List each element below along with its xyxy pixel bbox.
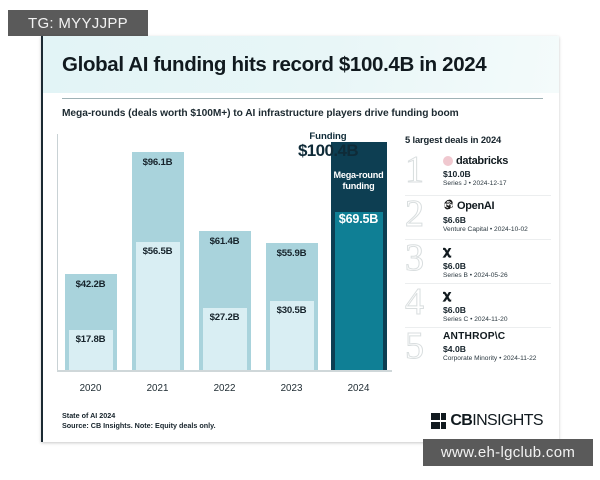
x-axis-label-2023: 2023 [280,383,303,394]
source-block: State of AI 2024 Source: CB Insights. No… [62,411,216,430]
bar-total-label-2020: $42.2B [75,279,106,291]
xai-logo-icon: 𝛘 [443,287,451,302]
page-subtitle: Mega-rounds (deals worth $100M+) to AI i… [62,108,459,119]
deal-rank: 2 [405,193,425,236]
callout-value: $100.4B [297,141,359,160]
funding-callout: Funding $100.4B [273,131,383,161]
header-band: Global AI funding hits record $100.4B in… [43,36,559,93]
bar-mega-2024: $69.5B [334,212,383,370]
bar-total-2022: $61.4B $27.2B [198,230,251,370]
deal-company-name: databricks [443,155,551,167]
deal-company-label: OpenAI [457,200,495,212]
cb-logo-mark-icon [430,413,447,429]
deal-meta: Venture Capital • 2024-10-02 [443,226,528,233]
bar-column-2024: Mega-round funding $69.5B [325,142,392,370]
bar-mega-2022: $27.2B [202,308,247,370]
deal-row[interactable]: 1 databricks $10.0B Series J • 2024-12-17 [405,149,551,196]
x-axis-label-2024: 2024 [347,383,370,394]
deal-body: ANTHROP\C $4.0B Corporate Minority • 2024-… [443,331,551,362]
deal-row[interactable]: 2 OpenAI $6.6B Venture Capital • 2024-10-02 [405,193,551,240]
y-axis-line [57,134,58,372]
deal-rank: 1 [405,149,425,192]
bar-mega-label-2024: $69.5B [338,212,379,227]
deal-meta: Corporate Minority • 2024-11-22 [443,355,537,362]
deal-row[interactable]: 3 𝛘 $6.0B Series B • 2024-05-26 [405,237,551,284]
bar-total-2024: Mega-round funding $69.5B [330,142,387,370]
deal-meta: Series J • 2024-12-17 [443,180,507,187]
cb-logo-text: CBINSIGHTS [450,412,543,430]
watermark-top-left: TG: MYYJJPP [8,10,148,36]
deal-rank: 4 [405,281,425,324]
deal-rank: 5 [405,325,425,368]
bar-column-2023: $55.9B $30.5B [258,142,325,370]
deal-body: 𝛘 $6.0B Series B • 2024-05-26 [443,243,551,279]
x-axis-labels: 2020 2021 2022 2023 2024 [57,383,392,394]
title-divider [62,98,543,99]
bar-total-label-2023: $55.9B [276,248,307,260]
deal-body: databricks $10.0B Series J • 2024-12-17 [443,155,551,187]
x-axis-label-2020: 2020 [79,383,102,394]
cb-logo-light: INSIGHTS [472,412,543,429]
deal-rank: 3 [405,237,425,280]
deal-amount: $6.6B [443,215,466,225]
cb-insights-logo: CBINSIGHTS [430,412,544,430]
bar-total-2020: $42.2B $17.8B [64,274,117,370]
x-axis-line [57,370,392,372]
deal-company-name: 𝛘 [443,243,551,259]
deal-amount: $6.0B [443,261,466,271]
bar-column-2020: $42.2B $17.8B [57,142,124,370]
bar-mega-label-2023: $30.5B [276,304,307,316]
bar-total-label-2024: Mega-round funding [333,170,384,191]
source-title: State of AI 2024 [62,411,116,420]
bar-total-label-2021: $96.1B [142,156,173,168]
deal-meta: Series B • 2024-05-26 [443,272,508,279]
bar-mega-2020: $17.8B [68,329,113,370]
bar-mega-2023: $30.5B [269,300,314,370]
infographic-card: Global AI funding hits record $100.4B in… [41,36,559,442]
watermark-bottom-right: www.eh-lgclub.com [423,439,593,466]
footer: State of AI 2024 Source: CB Insights. No… [62,411,544,430]
bar-total-2023: $55.9B $30.5B [265,243,318,370]
bar-mega-label-2020: $17.8B [75,333,106,345]
xai-logo-icon: 𝛘 [443,243,451,258]
databricks-logo-icon [443,156,453,166]
deal-amount: $6.0B [443,305,466,315]
source-note: Source: CB Insights. Note: Equity deals … [62,421,216,430]
page-title: Global AI funding hits record $100.4B in… [62,52,487,76]
largest-deals-panel: 5 largest deals in 2024 1 databricks $10.0… [405,134,551,372]
bar-mega-label-2021: $56.5B [142,245,173,257]
deal-company-name: 𝛘 [443,287,551,303]
cb-logo-bold: CB [450,412,473,429]
bar-column-2021: $96.1B $56.5B [124,142,191,370]
deal-row[interactable]: 5 ANTHROP\C $4.0B Corporate Minority • 2024… [405,325,551,372]
deal-row[interactable]: 4 𝛘 $6.0B Series C • 2024-11-20 [405,281,551,328]
callout-label: Funding [309,131,347,142]
bar-total-label-2022: $61.4B [209,235,240,247]
bar-group: $42.2B $17.8B $96.1B $56.5B $61.4B $27.2B $55.… [57,142,392,370]
deal-body: 𝛘 $6.0B Series C • 2024-11-20 [443,287,551,323]
deal-company-name: OpenAI [443,199,551,213]
bar-total-2021: $96.1B $56.5B [131,151,184,370]
bar-mega-2021: $56.5B [135,241,180,370]
deal-amount: $4.0B [443,344,466,354]
deal-company-label: databricks [456,155,509,167]
x-axis-label-2022: 2022 [213,383,236,394]
deal-amount: $10.0B [443,169,471,179]
x-axis-label-2021: 2021 [146,383,169,394]
deal-meta: Series C • 2024-11-20 [443,316,508,323]
deal-body: OpenAI $6.6B Venture Capital • 2024-10-02 [443,199,551,233]
openai-logo-icon [443,199,454,213]
deals-panel-title: 5 largest deals in 2024 [405,134,502,145]
deal-company-label: ANTHROP\C [443,331,506,342]
deal-company-name: ANTHROP\C [443,331,551,342]
deals-list: 1 databricks $10.0B Series J • 2024-12-17 2 O… [405,149,551,372]
bar-mega-label-2022: $27.2B [209,312,240,324]
bar-chart: $42.2B $17.8B $96.1B $56.5B $61.4B $27.2B $55.… [57,131,392,394]
bar-column-2022: $61.4B $27.2B [191,142,258,370]
